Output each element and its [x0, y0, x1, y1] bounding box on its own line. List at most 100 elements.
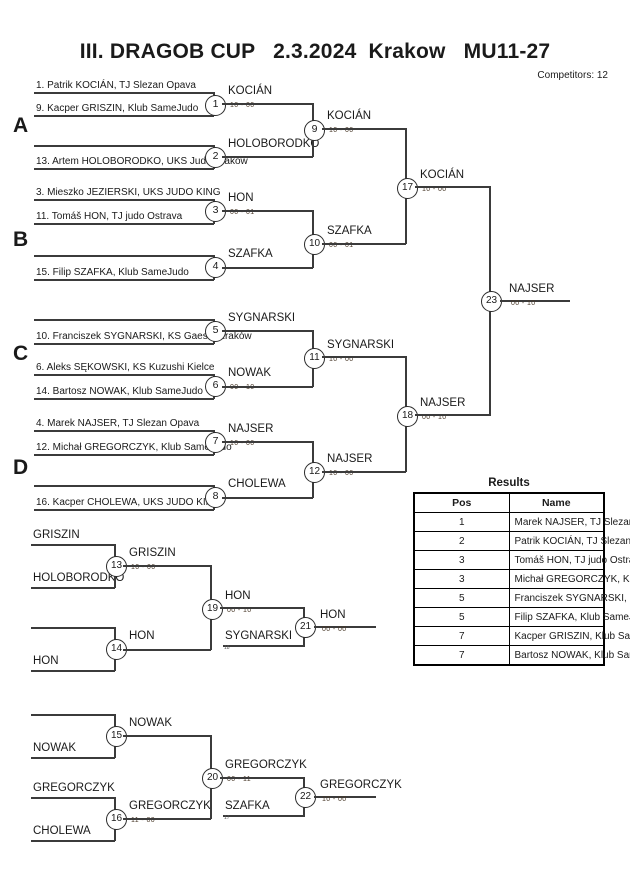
entry-label: 14. Bartosz NOWAK, Klub SameJudo	[36, 386, 203, 397]
match-score-19: 00 - 10	[227, 607, 252, 614]
table-row: 5 Franciszek SYGNARSKI, KS Gaeshi	[413, 588, 630, 608]
entry-line	[34, 145, 214, 147]
bracket-connector	[222, 441, 313, 443]
match-node-12[interactable]: 12	[304, 462, 325, 483]
match-node-5[interactable]: 5	[205, 321, 226, 342]
match-node-22[interactable]: 22	[295, 787, 316, 808]
bracket-connector	[415, 414, 490, 416]
match-winner-2: HOLOBORODKO	[228, 138, 320, 150]
result-pos: 7	[413, 645, 510, 666]
match-node-18[interactable]: 18	[397, 406, 418, 427]
entry-line	[34, 319, 214, 321]
repechage-feed-line	[223, 815, 305, 817]
match-node-1[interactable]: 1	[205, 95, 226, 116]
match-node-21[interactable]: 21	[295, 617, 316, 638]
match-score-17: 10 - 00	[422, 186, 447, 193]
champion-line	[500, 300, 570, 302]
bracket-connector	[220, 777, 304, 779]
bracket-connector	[222, 330, 313, 332]
match-winner-21: HON	[320, 609, 346, 621]
competitors-count: Competitors: 12	[537, 70, 608, 81]
repechage-seed-label: NOWAK	[33, 742, 77, 754]
match-score-20: 00 - 11	[227, 776, 252, 783]
entry-line	[34, 279, 214, 281]
table-row: 1 Marek NAJSER, TJ Slezan Opava	[413, 512, 630, 532]
entry-label: 1. Patrik KOCIÁN, TJ Slezan Opava	[36, 80, 196, 91]
match-winner-14: HON	[129, 630, 155, 642]
match-score-1: 10 - 00	[230, 102, 255, 109]
result-name: Michał GREGORCZYK, Klub SameJudo	[508, 569, 630, 589]
match-node-17[interactable]: 17	[397, 178, 418, 199]
bracket-connector	[123, 649, 211, 651]
match-node-23[interactable]: 23	[481, 291, 502, 312]
result-name: Patrik KOCIÁN, TJ Slezan Opava	[508, 531, 630, 551]
entry-label: 9. Kacper GRISZIN, Klub SameJudo	[36, 103, 199, 114]
match-node-11[interactable]: 11	[304, 348, 325, 369]
result-pos: 7	[413, 626, 510, 646]
bracket-connector	[322, 356, 406, 358]
result-pos: 3	[413, 550, 510, 570]
result-name: Franciszek SYGNARSKI, KS Gaeshi	[508, 588, 630, 608]
match-score-9: 10 - 00	[329, 127, 354, 134]
table-row: 5 Filip SZAFKA, Klub SameJudo	[413, 607, 630, 627]
bracket-connector	[222, 267, 313, 269]
results-body: 1 Marek NAJSER, TJ Slezan Opava 2 Patrik…	[413, 512, 630, 666]
match-winner-5: SYGNARSKI	[228, 312, 296, 324]
table-row: 7 Kacper GRISZIN, Klub SameJudo	[413, 626, 630, 646]
repechage-line	[31, 627, 115, 629]
entry-label: 12. Michał GREGORCZYK, Klub SameJudo	[36, 442, 232, 453]
results-header-row: Pos Name	[413, 492, 605, 513]
match-score-23: 00 - 10	[511, 300, 536, 307]
match-score-22: 10 - 00	[322, 796, 347, 803]
result-pos: 1	[413, 512, 510, 532]
match-node-2[interactable]: 2	[205, 147, 226, 168]
match-score-11: 10 - 00	[329, 356, 354, 363]
bracket-connector	[222, 210, 313, 212]
match-score-7: 10 - 00	[230, 440, 255, 447]
match-winner-9: KOCIÁN	[327, 110, 372, 122]
entry-line	[34, 223, 214, 225]
match-winner-4: SZAFKA	[228, 248, 273, 260]
entry-line	[34, 92, 214, 94]
entry-line	[34, 509, 214, 511]
match-winner-10: SZAFKA	[327, 225, 372, 237]
match-winner-18: NAJSER	[420, 397, 466, 409]
entry-line	[34, 454, 214, 456]
repechage-line	[31, 840, 115, 842]
match-winner-11: SYGNARSKI	[327, 339, 395, 351]
match-winner-17: KOCIÁN	[420, 169, 465, 181]
result-name: Marek NAJSER, TJ Slezan Opava	[508, 512, 630, 532]
repechage-feed-label: SZAFKA	[225, 800, 270, 812]
entry-label: 13. Artem HOLOBORODKO, UKS Judo Kraków	[36, 156, 248, 167]
entry-line	[34, 343, 214, 345]
result-name: Bartosz NOWAK, Klub SameJudo	[508, 645, 630, 666]
bracket-connector	[322, 471, 406, 473]
bracket-connector	[222, 103, 313, 105]
match-winner-22: GREGORCZYK	[320, 779, 402, 791]
repechage-seed-label: GREGORCZYK	[33, 782, 115, 794]
entry-line	[34, 168, 214, 170]
match-node-19[interactable]: 19	[202, 599, 223, 620]
repechage-feed-ref: 18	[224, 645, 230, 651]
entry-line	[34, 485, 214, 487]
repechage-seed-label: HON	[33, 655, 59, 667]
result-pos: 2	[413, 531, 510, 551]
table-row: 3 Tomáš HON, TJ judo Ostrava	[413, 550, 630, 570]
bracket-connector	[415, 186, 490, 188]
table-row: 2 Patrik KOCIÁN, TJ Slezan Opava	[413, 531, 630, 551]
repechage-feed-line	[223, 645, 305, 647]
match-winner-19: HON	[225, 590, 251, 602]
result-pos: 5	[413, 607, 510, 627]
result-pos: 5	[413, 588, 510, 608]
results-panel: Results Pos Name 1 Marek NAJSER, TJ Slez…	[413, 477, 630, 666]
bracket-connector	[222, 497, 313, 499]
bracket-connector	[123, 818, 211, 820]
match-node-14[interactable]: 14	[106, 639, 127, 660]
entry-line	[34, 199, 214, 201]
entry-label: 4. Marek NAJSER, TJ Slezan Opava	[36, 418, 200, 429]
match-node-9[interactable]: 9	[304, 120, 325, 141]
repechage-feed-ref: 17	[224, 815, 230, 821]
entry-label: 3. Mieszko JEZIERSKI, UKS JUDO KING	[36, 187, 221, 198]
group-label-a: A	[13, 114, 29, 137]
